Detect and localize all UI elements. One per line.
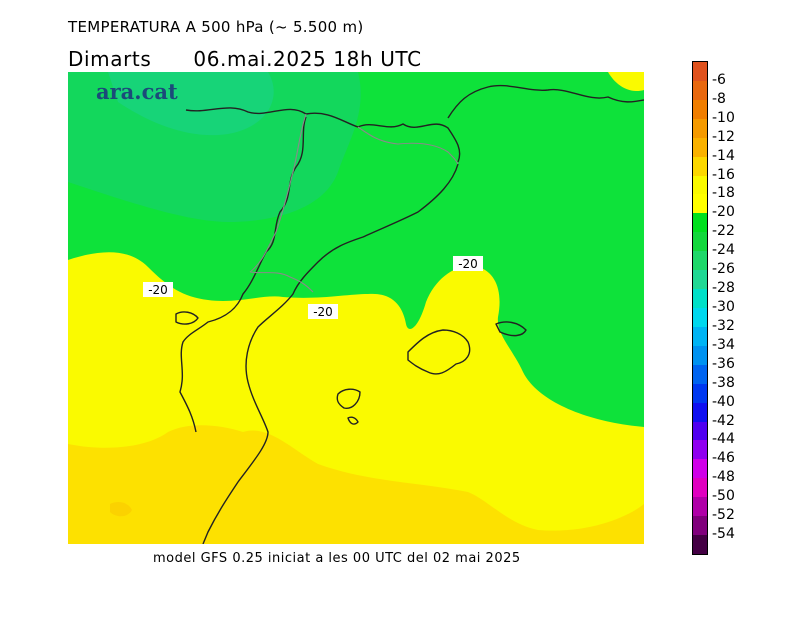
legend-swatch	[693, 213, 707, 233]
formentera-island	[347, 416, 359, 425]
legend-label: -8	[712, 90, 726, 107]
legend-label: -20	[712, 204, 735, 221]
contour-label-east: -20	[458, 257, 478, 271]
temperature-map: -20 -20 -20 ara.cat	[68, 72, 644, 544]
legend-swatch	[693, 497, 707, 517]
legend-swatch	[693, 270, 707, 290]
zone-green-minus26	[108, 72, 274, 136]
catalonia-border	[249, 113, 459, 293]
legend-label: -10	[712, 109, 735, 126]
forecast-time: 06.mai.2025 18h UTC	[193, 47, 422, 71]
legend-swatch	[693, 383, 707, 404]
legend-swatch	[693, 251, 707, 271]
legend-label: -38	[712, 374, 735, 391]
model-info: model GFS 0.25 iniciat a les 00 UTC del …	[153, 551, 521, 566]
legend-swatch	[693, 364, 707, 385]
legend-label: -34	[712, 336, 735, 353]
zone-yellow-minus16-spot	[110, 502, 132, 517]
legend-label: -22	[712, 223, 735, 240]
legend-swatch	[693, 459, 707, 479]
lake-shape	[175, 311, 199, 325]
legend-label: -14	[712, 147, 735, 164]
legend-label: -44	[712, 431, 735, 448]
legend-swatch	[693, 80, 707, 101]
legend-label: -28	[712, 280, 735, 297]
legend-label: -48	[712, 469, 735, 486]
legend-swatch	[693, 402, 707, 423]
legend-swatch	[693, 326, 707, 347]
legend-swatch	[693, 308, 707, 328]
legend-label: -18	[712, 185, 735, 202]
color-scale-legend	[692, 61, 708, 555]
legend-swatch	[693, 345, 707, 366]
ibiza-island	[336, 388, 361, 409]
legend-swatch	[693, 156, 707, 177]
legend-swatch	[693, 175, 707, 195]
legend-label: -46	[712, 450, 735, 467]
legend-swatch	[693, 421, 707, 441]
legend-swatch	[693, 232, 707, 252]
legend-swatch	[693, 62, 707, 82]
legend-label: -32	[712, 317, 735, 334]
legend-label: -6	[712, 71, 726, 88]
legend-swatch	[693, 99, 707, 120]
legend-label: -40	[712, 393, 735, 410]
legend-swatch	[693, 478, 707, 498]
aracat-logo: ara.cat	[96, 79, 178, 104]
legend-swatch	[693, 137, 707, 158]
legend-label: -42	[712, 412, 735, 429]
legend-swatch	[693, 440, 707, 460]
pyrenees-border	[185, 107, 461, 163]
legend-label: -50	[712, 488, 735, 505]
zone-yellow-corner	[608, 72, 644, 92]
legend-label: -16	[712, 166, 735, 183]
legend-label: -52	[712, 507, 735, 524]
menorca-island	[495, 321, 527, 337]
contour-label-west: -20	[148, 283, 168, 297]
mallorca-island	[407, 329, 471, 375]
legend-label: -12	[712, 128, 735, 145]
chart-title: TEMPERATURA A 500 hPa (~ 5.500 m)	[68, 18, 364, 36]
forecast-day: Dimarts	[68, 47, 152, 71]
catalan-coast	[202, 163, 459, 544]
legend-swatch	[693, 535, 707, 555]
legend-label: -30	[712, 299, 735, 315]
legend-swatch	[693, 516, 707, 536]
legend-label: -24	[712, 242, 735, 259]
contour-label-center: -20	[313, 305, 333, 319]
french-coast	[447, 84, 644, 119]
legend-label: -26	[712, 261, 735, 278]
legend-swatch	[693, 194, 707, 214]
legend-label: -54	[712, 526, 735, 543]
zone-yellow-minus16	[68, 425, 644, 544]
legend-swatch	[693, 118, 707, 139]
legend-swatch	[693, 289, 707, 309]
forecast-datetime: Dimarts 06.mai.2025 18h UTC	[68, 47, 464, 71]
legend-label: -36	[712, 355, 735, 372]
